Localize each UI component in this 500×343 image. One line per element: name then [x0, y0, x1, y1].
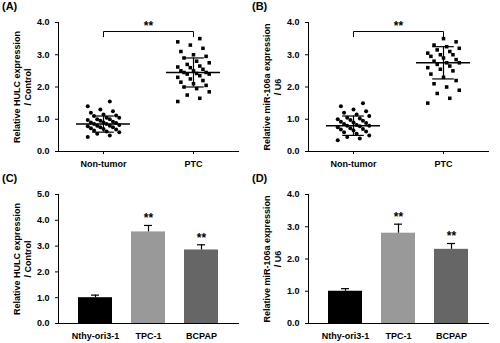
html-text:(B): (B) — [252, 0, 268, 12]
svg-text:**: ** — [144, 211, 154, 225]
svg-text:0.0: 0.0 — [287, 146, 300, 156]
svg-text:TPC-1: TPC-1 — [135, 331, 161, 341]
html-text:Relative miR-106a expression: Relative miR-106a expression — [262, 195, 272, 322]
svg-text:2.0: 2.0 — [287, 254, 300, 264]
svg-text:**: ** — [447, 229, 457, 243]
svg-text:4.0: 4.0 — [287, 17, 300, 27]
html-text:Relative HULC expression: Relative HULC expression — [12, 30, 22, 143]
html-text:Relative HULC expression: Relative HULC expression — [12, 202, 22, 315]
svg-text:BCPAP: BCPAP — [186, 331, 217, 341]
svg-text:Nthy-ori3-1: Nthy-ori3-1 — [322, 331, 370, 341]
svg-text:3.0: 3.0 — [287, 50, 300, 60]
svg-text:1.0: 1.0 — [37, 114, 50, 124]
html-text:(D): (D) — [252, 172, 268, 184]
svg-text:5.0: 5.0 — [37, 189, 50, 199]
html-text:Relative miR-106a expression: Relative miR-106a expression — [262, 23, 272, 150]
svg-text:3.0: 3.0 — [37, 50, 50, 60]
svg-text:4.0: 4.0 — [287, 189, 300, 199]
svg-text:**: ** — [394, 210, 404, 224]
svg-text:4.0: 4.0 — [37, 215, 50, 225]
svg-text:2.0: 2.0 — [287, 82, 300, 92]
svg-text:BCPAP: BCPAP — [436, 331, 467, 341]
svg-text:0.0: 0.0 — [37, 318, 50, 328]
svg-text:3.0: 3.0 — [287, 222, 300, 232]
svg-text:Non-tumor: Non-tumor — [81, 159, 127, 169]
svg-text:1.0: 1.0 — [287, 286, 300, 296]
svg-text:**: ** — [394, 19, 404, 33]
svg-text:PTC: PTC — [435, 159, 454, 169]
svg-text:0.0: 0.0 — [37, 146, 50, 156]
svg-text:TPC-1: TPC-1 — [385, 331, 411, 341]
svg-text:3.0: 3.0 — [37, 241, 50, 251]
html-text:/ U6: / U6 — [273, 78, 283, 95]
svg-text:4.0: 4.0 — [37, 17, 50, 27]
svg-text:Non-tumor: Non-tumor — [331, 159, 377, 169]
svg-text:PTC: PTC — [185, 159, 204, 169]
svg-text:2.0: 2.0 — [37, 82, 50, 92]
html-text:(C): (C) — [2, 172, 18, 184]
svg-text:1.0: 1.0 — [37, 293, 50, 303]
svg-text:**: ** — [197, 231, 207, 245]
html-text:/ Control: / Control — [23, 240, 33, 277]
svg-text:2.0: 2.0 — [37, 267, 50, 277]
svg-text:**: ** — [144, 19, 154, 33]
svg-text:0.0: 0.0 — [287, 318, 300, 328]
html-text:(A): (A) — [2, 0, 18, 12]
html-text:/ Control: / Control — [23, 68, 33, 105]
html-text:/ U6: / U6 — [273, 250, 283, 267]
svg-text:Nthy-ori3-1: Nthy-ori3-1 — [72, 331, 120, 341]
svg-text:1.0: 1.0 — [287, 114, 300, 124]
